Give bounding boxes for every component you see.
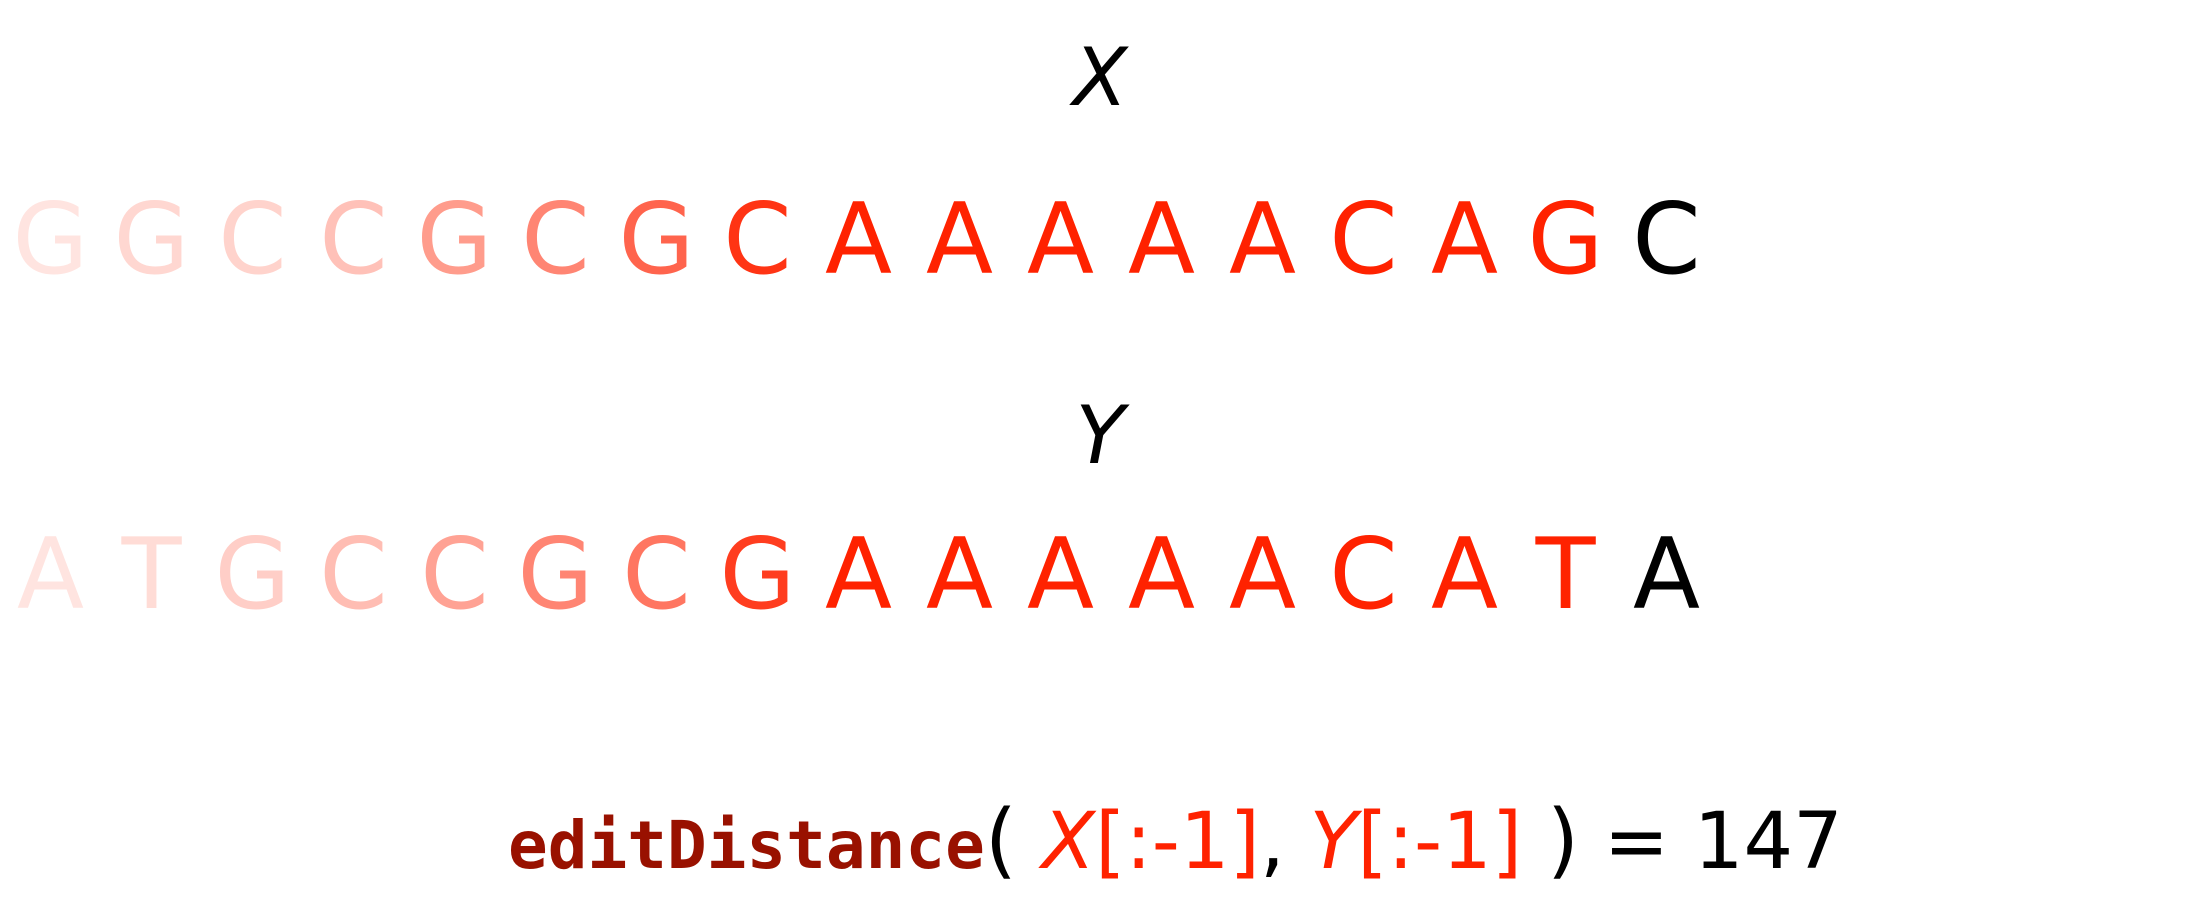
sequence-y-base: G xyxy=(517,518,594,632)
sequence-x-base: C xyxy=(319,183,388,297)
formula-comma: , xyxy=(1259,797,1285,887)
sequence-y-base: C xyxy=(622,518,691,632)
edit-distance-formula: editDistance( X[:-1], Y[:-1] ) = 147 xyxy=(508,800,1843,900)
sequence-x-base: A xyxy=(1228,183,1297,297)
sequence-y-base: T xyxy=(1535,518,1596,632)
formula-x-var: X xyxy=(1041,797,1096,887)
sequence-x-label: X xyxy=(1072,31,1128,124)
sequence-y-base: G xyxy=(719,518,796,632)
sequence-x-base: C xyxy=(723,183,792,297)
sequence-y-base: C xyxy=(420,518,489,632)
function-name: editDistance xyxy=(508,807,985,884)
sequence-x-base: C xyxy=(521,183,590,297)
equals-sign: = xyxy=(1603,797,1670,887)
open-paren: ( xyxy=(984,793,1017,888)
sequence-y-base: C xyxy=(1329,518,1398,632)
sequence-x-base: G xyxy=(113,183,190,297)
sequence-x-base: G xyxy=(618,183,695,297)
sequence-x-base: A xyxy=(1127,183,1196,297)
sequence-x-base: C xyxy=(1329,183,1398,297)
sequence-x-base: C xyxy=(1632,183,1701,297)
formula-y-var: Y xyxy=(1309,797,1358,887)
close-paren: ) xyxy=(1546,793,1579,888)
sequence-y-base: G xyxy=(214,518,291,632)
sequence-x-base: A xyxy=(1026,183,1095,297)
sequence-y-base: A xyxy=(925,518,994,632)
sequence-x-base: G xyxy=(12,183,89,297)
sequence-y-base: A xyxy=(1127,518,1196,632)
sequence-x-base: A xyxy=(824,183,893,297)
formula-y-slice: [:-1] xyxy=(1357,797,1523,887)
sequence-y-base: A xyxy=(1430,518,1499,632)
sequence-y-base: A xyxy=(1632,518,1701,632)
sequence-y-base: A xyxy=(1026,518,1095,632)
sequence-x-base: G xyxy=(416,183,493,297)
sequence-y-base: T xyxy=(121,518,182,632)
sequence-y-label: Y xyxy=(1075,389,1125,482)
sequence-y-base: A xyxy=(824,518,893,632)
sequence-y-base: A xyxy=(16,518,85,632)
sequence-x-base: C xyxy=(218,183,287,297)
sequence-y-base: C xyxy=(319,518,388,632)
sequence-x-base: A xyxy=(925,183,994,297)
sequence-x-base: G xyxy=(1527,183,1604,297)
sequence-x-base: A xyxy=(1430,183,1499,297)
formula-x-slice: [:-1] xyxy=(1095,797,1260,887)
formula-result: 147 xyxy=(1693,797,1843,887)
sequence-y-base: A xyxy=(1228,518,1297,632)
